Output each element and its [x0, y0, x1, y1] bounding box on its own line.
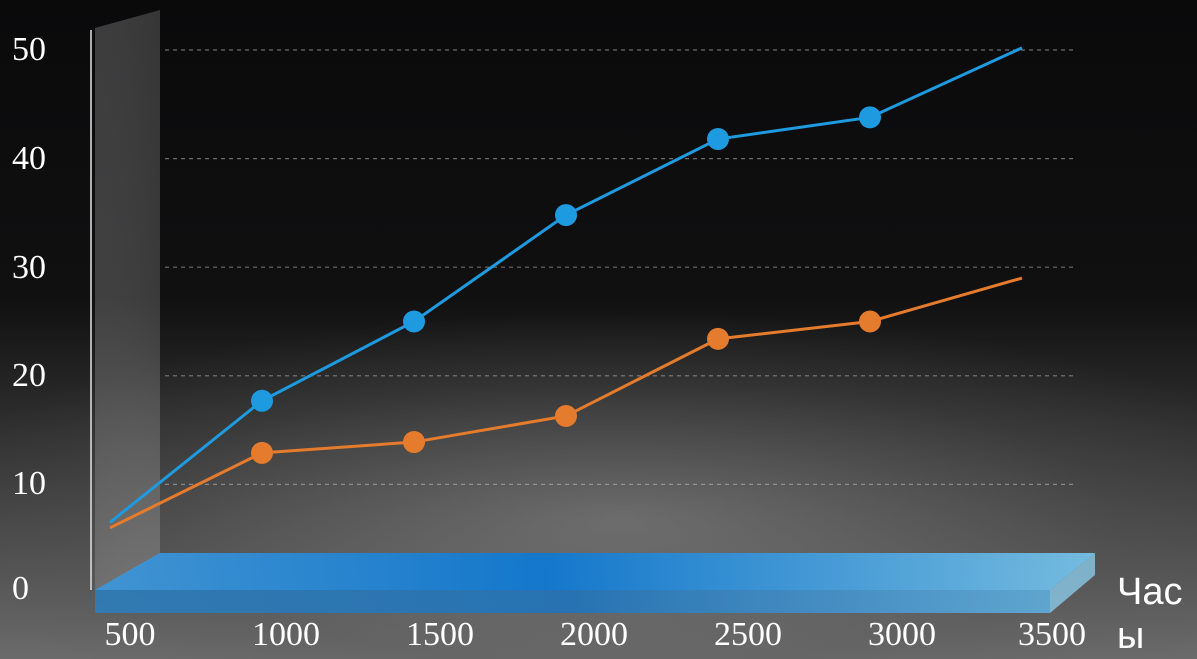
series-2-line [109, 276, 1023, 530]
chart-floor-front [95, 590, 1050, 613]
y-tick-label: 20 [12, 357, 46, 394]
series-1-point [707, 128, 729, 151]
y-tick-label: 30 [12, 249, 46, 286]
x-axis-label: Часы [1117, 571, 1183, 657]
series-2-point [555, 404, 577, 427]
x-tick-label: 3000 [868, 616, 936, 653]
series-2-point [707, 327, 729, 350]
x-tick-label: 500 [104, 616, 156, 653]
y-tick-label: 0 [12, 570, 29, 607]
y-tick-label: 40 [12, 140, 46, 177]
x-tick-label: 2500 [714, 616, 782, 653]
y-tick-label: 50 [12, 31, 46, 68]
series-1-point [555, 204, 577, 227]
series-2-point [251, 441, 273, 464]
chart-floor-side [1050, 553, 1095, 613]
series-1-point [403, 310, 425, 333]
chart-floor-top [95, 553, 1095, 590]
series-2-point [403, 431, 425, 454]
x-tick-label: 1500 [406, 616, 474, 653]
series-1-point [859, 106, 881, 129]
series-2-point [859, 310, 881, 333]
x-tick-label: 1000 [252, 616, 320, 653]
x-tick-label: 2000 [560, 616, 628, 653]
chart-back-wall [95, 10, 160, 590]
y-tick-label: 10 [12, 465, 46, 502]
series-1-line [109, 46, 1023, 524]
x-tick-label: 3500 [1018, 616, 1086, 653]
series-1-point [251, 389, 273, 412]
